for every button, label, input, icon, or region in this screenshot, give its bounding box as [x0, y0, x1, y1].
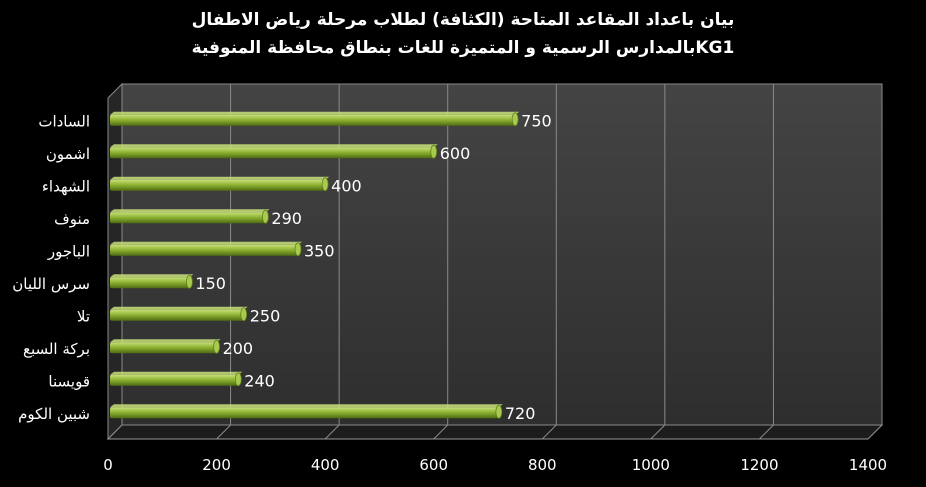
bar: [110, 114, 516, 126]
bar-group: [110, 306, 248, 322]
y-category-label: منوف: [54, 210, 90, 228]
bar-value-label: 240: [244, 371, 275, 390]
y-category-label: سرس الليان: [12, 275, 90, 293]
bar-group: [110, 404, 503, 419]
x-tick-label: 0: [103, 456, 113, 474]
bar-value-label: 750: [521, 111, 552, 130]
bar-value-label: 600: [440, 144, 471, 163]
y-category-label: شبين الكوم: [18, 405, 90, 423]
x-tick-label: 600: [419, 456, 448, 474]
bar-top-face: [110, 339, 221, 343]
gridline-floor: [759, 424, 774, 440]
bar: [110, 277, 190, 289]
bar-group: [110, 176, 330, 192]
gridline-floor: [107, 424, 123, 440]
bar-value-label: 150: [195, 274, 226, 293]
y-category-label: قويسنا: [48, 372, 90, 390]
gridline-floor: [650, 424, 666, 440]
bar-end-cap: [294, 242, 302, 257]
bar-value-label: 350: [304, 241, 335, 260]
x-tick-label: 1000: [632, 456, 670, 474]
bar-value-label: 720: [505, 404, 536, 423]
bar-group: [110, 144, 438, 159]
bar: [110, 244, 298, 256]
bar-group: [110, 241, 302, 257]
bar-end-cap: [321, 177, 329, 192]
y-category-label: الباجور: [47, 242, 90, 260]
bar-end-cap: [234, 372, 242, 387]
bar: [110, 407, 499, 419]
bar-end-cap: [262, 209, 269, 224]
bar-group: [110, 111, 520, 127]
bar-top-face: [110, 404, 503, 408]
gridline-floor: [324, 424, 340, 440]
x-tick-label: 1400: [849, 456, 887, 474]
bar-end-cap: [430, 144, 438, 159]
bar-end-cap: [186, 274, 193, 289]
bar-end-cap: [511, 112, 519, 127]
bar-top-face: [110, 306, 248, 310]
bar: [110, 212, 266, 224]
bar: [110, 147, 434, 159]
gridline-floor: [216, 424, 231, 440]
bar-top-face: [110, 371, 243, 375]
x-tick-label: 800: [528, 456, 557, 474]
bar-end-cap: [240, 307, 248, 322]
bar-top-face: [110, 176, 330, 180]
bar-value-label: 200: [223, 339, 254, 358]
bar-top-face: [110, 111, 520, 115]
bar-top-face: [110, 241, 302, 245]
gridline-floor: [433, 424, 449, 440]
bar: [110, 309, 244, 321]
bar-end-cap: [213, 339, 220, 354]
bar-group: [110, 371, 243, 387]
bar: [110, 374, 239, 386]
bar-group: [110, 339, 221, 354]
gridline-floor: [867, 424, 883, 440]
y-category-label: الشهداء: [42, 177, 90, 195]
x-tick-label: 200: [202, 456, 231, 474]
bar-value-label: 400: [331, 176, 362, 195]
y-category-label: السادات: [38, 112, 90, 130]
bar: [110, 342, 217, 354]
y-category-label: تلا: [77, 307, 90, 325]
bar-top-face: [110, 144, 438, 148]
bar-group: [110, 274, 194, 289]
bar-top-face: [110, 274, 194, 278]
bar-value-label: 250: [250, 306, 281, 325]
x-tick-label: 1200: [740, 456, 778, 474]
chart-title-line-2: KG1بالمدارس الرسمية و المتميزة للغات بنط…: [191, 38, 735, 58]
bar-value-label: 290: [271, 209, 302, 228]
x-tick-label: 400: [311, 456, 340, 474]
bar-end-cap: [495, 404, 503, 419]
bar-top-face: [110, 209, 270, 213]
chart-title-line-1: بيان باعداد المقاعد المتاحة (الكثافة) لط…: [191, 10, 735, 30]
gridline-floor: [541, 424, 557, 440]
bar-group: [110, 209, 270, 224]
y-category-label: بركة السبع: [23, 340, 90, 358]
bar: [110, 179, 326, 191]
y-category-label: اشمون: [46, 145, 90, 163]
